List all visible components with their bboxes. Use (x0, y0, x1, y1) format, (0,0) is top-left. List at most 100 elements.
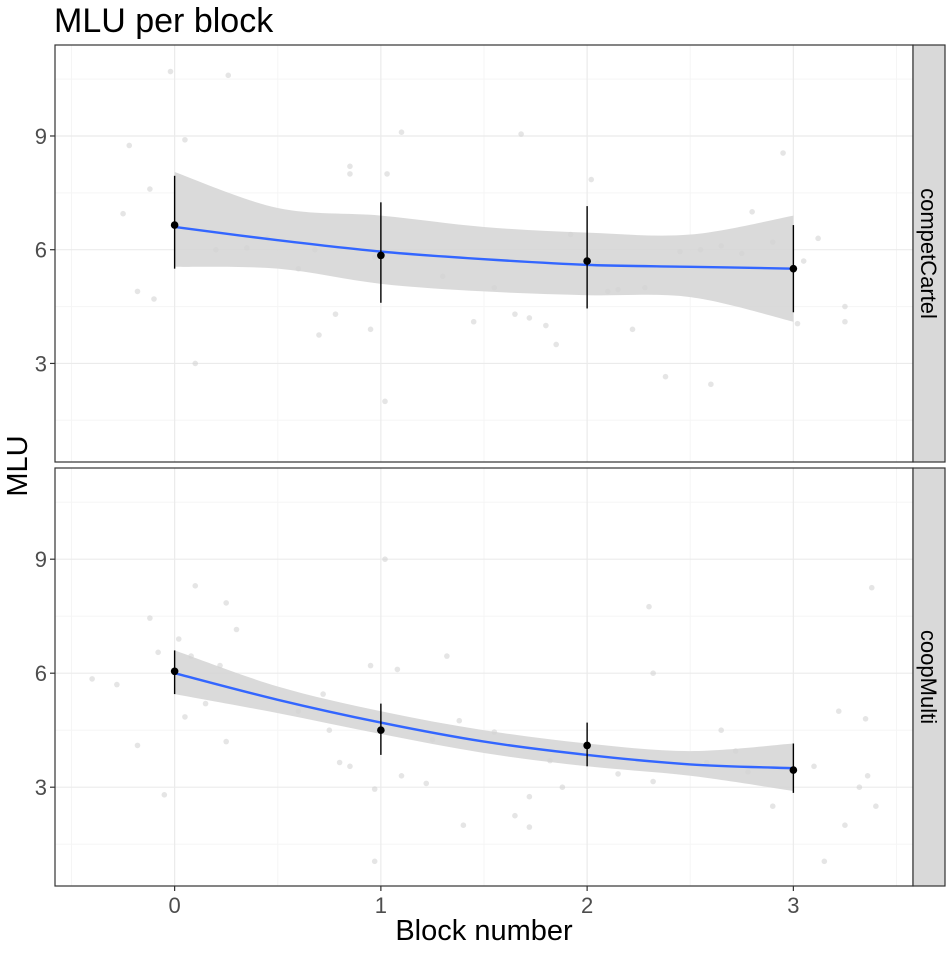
jitter-point (326, 727, 333, 733)
jitter-point (559, 784, 566, 790)
y-axis-ticks: 3 6 9 (35, 124, 55, 376)
jitter-point (526, 793, 533, 800)
jitter-point (167, 68, 174, 75)
mean-point (170, 667, 179, 676)
jitter-point (662, 373, 669, 380)
jitter-point (223, 600, 229, 606)
jitter-point (126, 142, 133, 149)
jitter-point (182, 136, 188, 143)
jitter-point (650, 670, 656, 676)
facet-panel-coopMulti: coopMulti 3 6 9 (35, 467, 946, 887)
jitter-point (868, 584, 875, 591)
jitter-point (151, 296, 157, 302)
jitter-point (347, 163, 353, 170)
y-tick-label: 6 (35, 661, 47, 686)
mean-points (170, 650, 798, 793)
jitter-point (225, 72, 232, 79)
jitter-point (147, 615, 153, 621)
jitter-point (588, 176, 595, 183)
jitter-point (114, 681, 120, 688)
jitter-point (384, 171, 390, 177)
jitter-point (821, 858, 828, 865)
jitter-point (718, 727, 724, 733)
jitter-point (192, 360, 199, 367)
mean-point (377, 251, 385, 260)
jitter-point (332, 311, 339, 317)
jitter-point (367, 326, 374, 333)
jitter-point (749, 209, 755, 215)
y-tick-label: 6 (35, 238, 47, 263)
x-tick-label: 3 (787, 893, 799, 918)
jitter-point (192, 583, 199, 589)
jitter-point (444, 653, 450, 659)
jitter-point (460, 822, 467, 828)
jitter-point (615, 771, 621, 777)
jitter-point (371, 858, 378, 865)
jitter-point (182, 714, 188, 720)
jitter-point (470, 318, 477, 325)
facet-panels: competCartel 3 6 9 coopMulti 3 6 9 0 1 2 3 (35, 44, 946, 918)
jitter-point (320, 691, 326, 697)
jitter-point (811, 763, 817, 770)
jitter-point (835, 708, 842, 714)
jitter-point (780, 150, 786, 156)
jitter-point (842, 318, 848, 325)
jitter-point (842, 822, 848, 828)
y-tick-label: 3 (35, 351, 47, 376)
jitter-point (842, 303, 848, 310)
mean-point (170, 221, 179, 229)
facet-strip (912, 44, 946, 463)
jitter-point (382, 556, 388, 562)
jitter-point (89, 676, 95, 682)
jitter-point (398, 129, 405, 135)
jitter-point (202, 700, 209, 707)
jitter-point (367, 662, 374, 669)
x-tick-label: 0 (169, 893, 181, 918)
jitter-point (815, 235, 821, 242)
mean-points (170, 175, 798, 313)
mean-point (583, 257, 591, 265)
y-axis-label: MLU (2, 435, 34, 496)
jitter-point (382, 398, 388, 405)
jitter-point (646, 603, 652, 610)
jitter-point (512, 311, 518, 317)
jitter-point (147, 186, 153, 192)
x-axis-ticks: 0 1 2 3 (169, 886, 800, 918)
jitter-point (456, 717, 463, 724)
facet-strip (912, 467, 946, 887)
jitter-point (512, 812, 518, 819)
jitter-point (120, 210, 126, 217)
jitter-point (155, 649, 161, 656)
mean-point (583, 741, 591, 750)
x-tick-label: 1 (375, 893, 387, 918)
jitter-point (134, 742, 141, 749)
jitter-point (161, 792, 168, 798)
confidence-ribbon (174, 650, 794, 791)
jitter-point (794, 320, 801, 327)
facet-strip-label: coopMulti (916, 630, 941, 724)
jitter-point (134, 288, 141, 295)
jitter-point (526, 315, 533, 321)
mean-point (789, 264, 798, 273)
jitter-point (856, 784, 863, 790)
jitter-point (873, 803, 879, 809)
smooth-trend-line (174, 225, 794, 270)
jitter-point (543, 322, 549, 329)
jitter-point (629, 326, 636, 333)
jitter-point (423, 780, 430, 787)
y-axis-ticks: 3 6 9 (35, 547, 55, 800)
jitter-point (650, 778, 656, 785)
mean-point (789, 766, 798, 774)
x-tick-label: 2 (581, 893, 593, 918)
jitter-point (553, 341, 559, 348)
y-tick-label: 3 (35, 775, 47, 800)
jitter-point (862, 716, 869, 722)
jitter-point (175, 636, 182, 642)
x-axis-label: Block number (395, 915, 573, 947)
jitter-point (398, 773, 405, 779)
jitter-point (316, 332, 322, 338)
jitter-point (371, 786, 378, 792)
chart-title: MLU per block (54, 2, 274, 40)
